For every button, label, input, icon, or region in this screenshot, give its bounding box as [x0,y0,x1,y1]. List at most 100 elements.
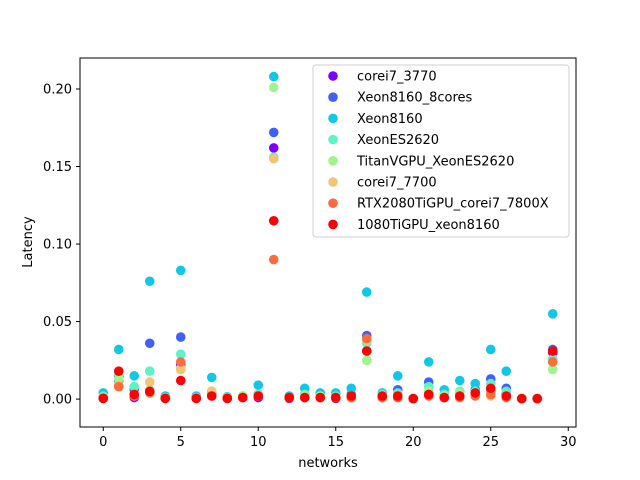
data-point [206,391,217,401]
y-tick-label: 0.05 [43,315,72,330]
data-point [423,357,434,367]
y-tick-label: 0.20 [43,83,72,98]
x-tick-label: 15 [327,435,344,450]
data-point [470,378,481,389]
data-point [346,391,357,401]
legend-frame [312,64,570,238]
x-tick-label: 30 [560,435,577,450]
data-point [175,375,186,386]
data-point [144,338,155,349]
x-axis-ticks: 0 5 10 15 20 25 30 [99,427,577,450]
x-tick-label: 20 [405,435,422,450]
data-point [144,276,155,287]
legend-entry-label: XeonES2620 [357,133,439,148]
data-point [454,391,465,401]
data-point [175,349,186,359]
legend-marker [328,177,338,187]
data-point [253,380,264,390]
data-point [191,393,202,404]
legend-entry-label: corei7_7700 [357,176,437,191]
data-point [113,381,124,392]
data-point [113,344,124,355]
legend-marker [328,198,338,208]
x-tick-label: 0 [99,435,107,450]
x-tick-label: 25 [482,435,499,450]
y-tick-label: 0.15 [43,160,72,175]
data-point [129,371,140,381]
data-point [129,389,140,400]
data-point [284,392,295,403]
data-point [98,393,109,404]
legend-entry-label: TitanVGPU_XeonES2620 [356,154,514,169]
data-point [392,391,403,401]
data-point [237,392,248,403]
data-point [408,393,419,404]
x-axis-label: networks [298,456,358,471]
data-point [268,82,279,93]
x-tick-label: 5 [177,435,185,450]
data-point [268,71,279,82]
data-point [346,383,357,394]
y-axis-ticks: 0.00 0.05 0.10 0.15 0.20 [43,83,80,408]
data-point [439,392,450,403]
data-point [454,375,465,386]
data-point [268,215,279,226]
data-point [222,393,233,404]
data-point [532,393,543,404]
data-point [268,254,279,265]
data-point [547,364,558,375]
data-point [268,127,279,138]
data-point [253,391,264,401]
data-point [361,287,372,297]
data-point [547,357,558,367]
data-point [268,153,279,164]
y-tick-label: 0.00 [43,393,72,408]
legend-marker [328,71,338,81]
legend-entry-label: RTX2080TiGPU_corei7_7800X [357,197,549,212]
data-point [299,392,310,403]
legend-entry-label: Xeon8160_8cores [357,91,473,106]
data-point [470,388,481,398]
data-point [361,333,372,344]
data-point [392,371,403,381]
data-point [144,366,155,376]
data-point [485,383,496,394]
data-point [361,346,372,356]
data-point [516,393,527,404]
legend-entry-label: Xeon8160 [357,112,423,127]
data-point [175,332,186,342]
data-point [315,392,326,403]
x-tick-label: 10 [250,435,267,450]
y-tick-label: 0.10 [43,238,72,253]
data-point [175,364,186,375]
data-point [113,366,124,376]
data-point [330,392,341,403]
data-point [175,265,186,276]
data-point [485,344,496,355]
legend-marker [328,134,338,145]
data-point [423,389,434,400]
data-point [144,386,155,397]
data-point [175,357,186,367]
data-point [268,143,279,153]
legend-marker [328,92,338,102]
data-point [129,381,140,392]
data-point [144,377,155,387]
legend: corei7_3770 Xeon8160_8cores Xeon8160 XeonES… [312,64,570,238]
legend-entry-label: corei7_3770 [357,70,437,85]
data-point [501,366,512,376]
data-point [547,309,558,319]
data-points [98,71,558,404]
legend-marker [328,156,338,166]
data-point [547,346,558,356]
data-point [160,393,171,404]
axes-frame [79,57,577,428]
y-axis-label: Latency [21,216,36,268]
legend-marker [328,219,338,230]
data-point [206,372,217,383]
data-point [501,391,512,401]
legend-entry-label: 1080TiGPU_xeon8160 [357,218,500,233]
data-point [361,355,372,366]
legend-marker [328,113,338,124]
